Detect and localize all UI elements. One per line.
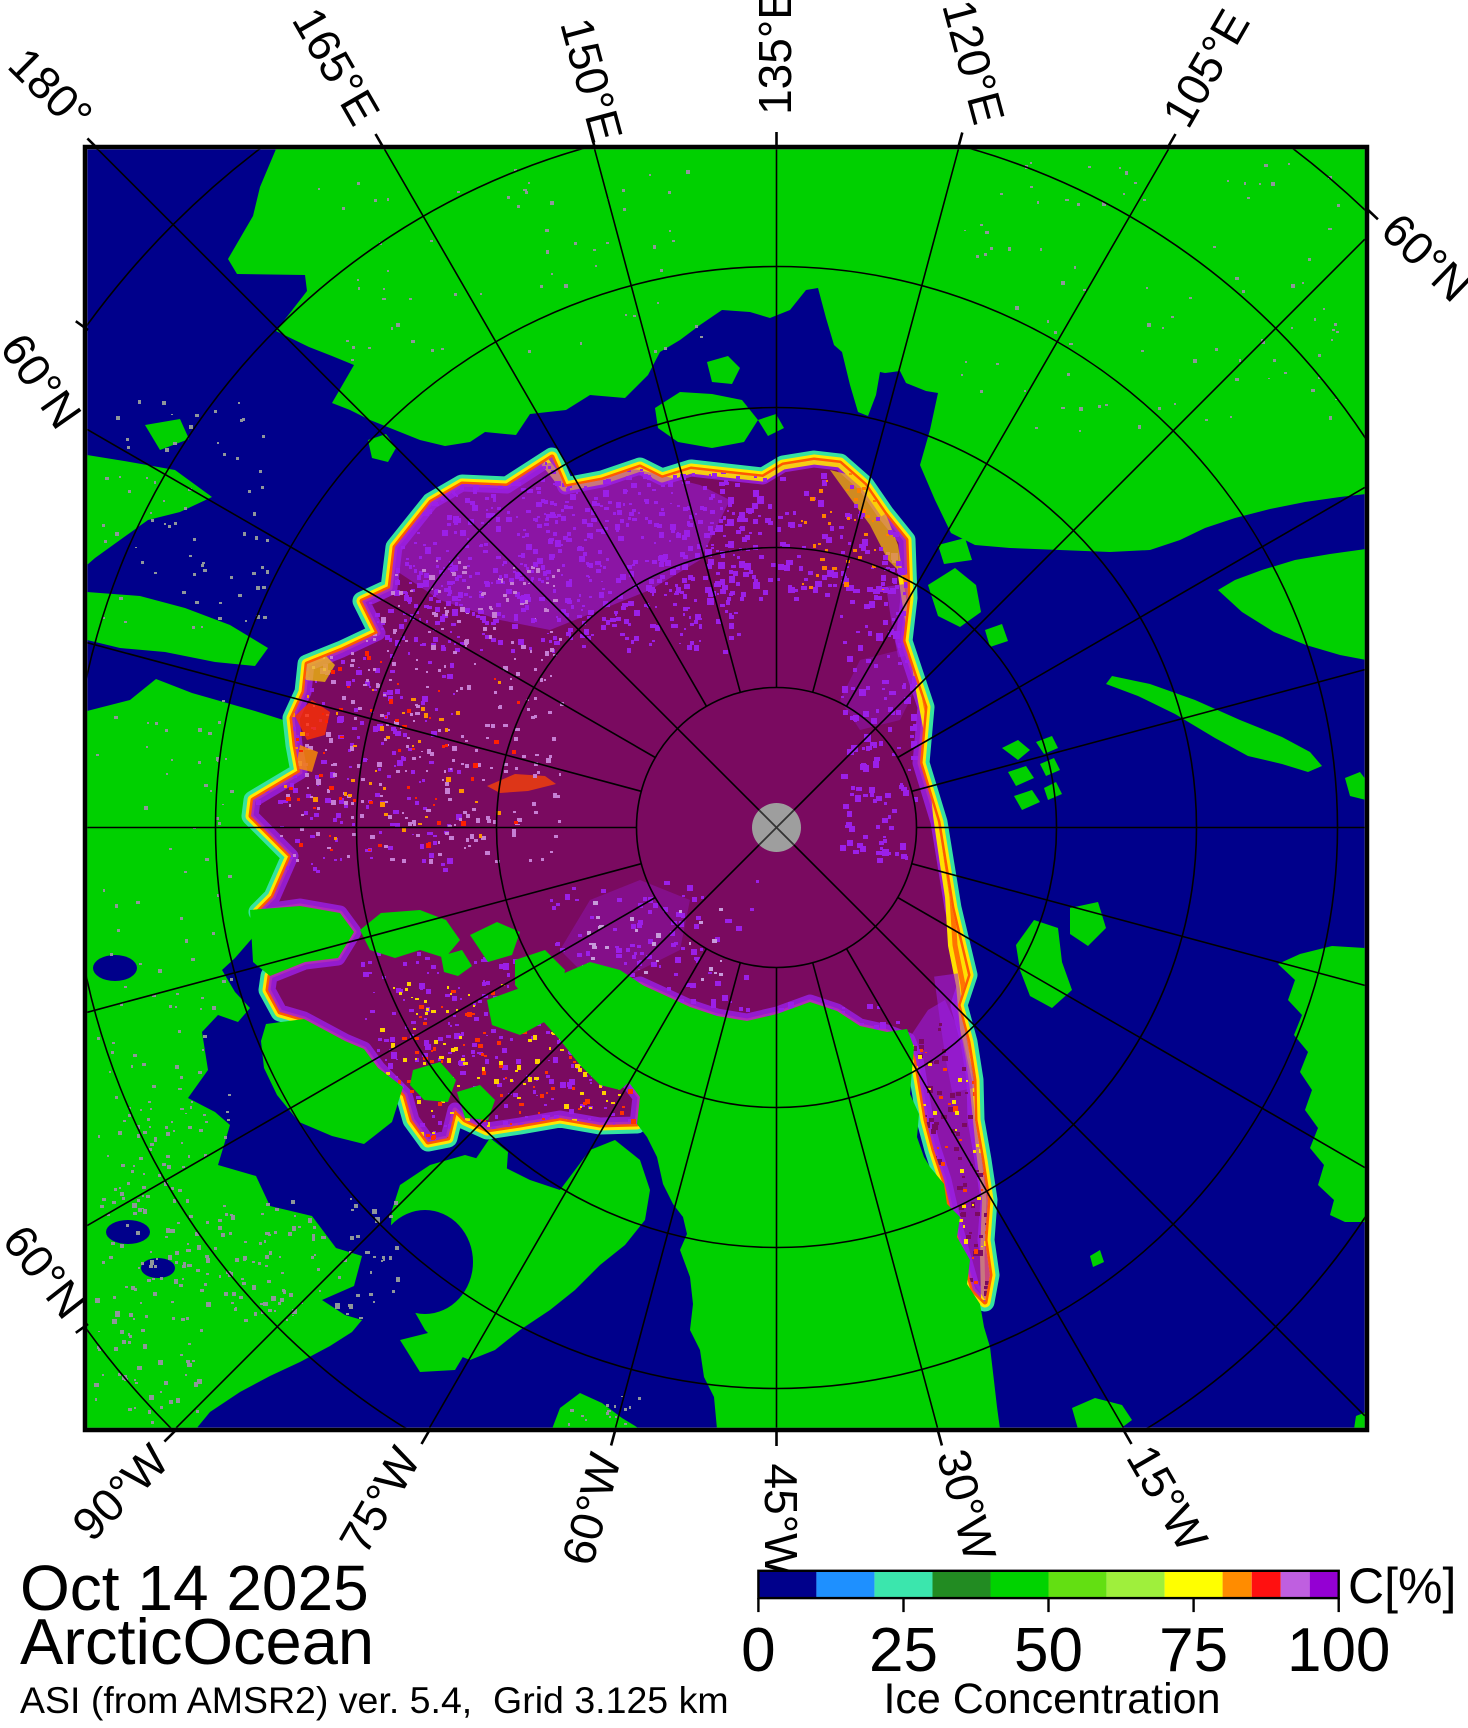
svg-text:Ice Concentration: Ice Concentration [883,1675,1220,1723]
svg-text:C[%]: C[%] [1348,1558,1456,1614]
svg-text:ArcticOcean: ArcticOcean [20,1605,374,1678]
svg-text:135°E: 135°E [749,0,801,115]
svg-text:100: 100 [1287,1616,1390,1685]
svg-text:ASI (from AMSR2) ver. 5.4, Gr: ASI (from AMSR2) ver. 5.4, Grid 3.125 km [20,1679,729,1721]
svg-text:0: 0 [741,1616,775,1685]
svg-text:45°W: 45°W [755,1464,807,1578]
